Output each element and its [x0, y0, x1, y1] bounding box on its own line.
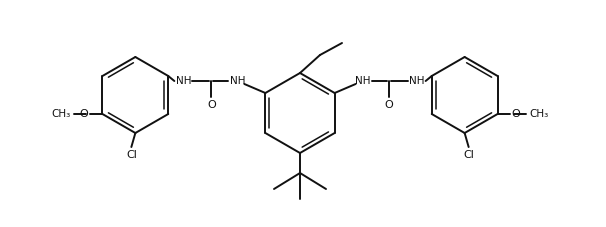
Text: CH₃: CH₃: [51, 109, 70, 119]
Text: NH: NH: [176, 76, 191, 86]
Text: Cl: Cl: [463, 150, 474, 160]
Text: NH: NH: [355, 76, 370, 86]
Text: O: O: [384, 100, 393, 110]
Text: Cl: Cl: [126, 150, 137, 160]
Text: O: O: [207, 100, 216, 110]
Text: O: O: [511, 109, 521, 119]
Text: NH: NH: [409, 76, 424, 86]
Text: NH: NH: [230, 76, 245, 86]
Text: O: O: [80, 109, 88, 119]
Text: CH₃: CH₃: [530, 109, 549, 119]
